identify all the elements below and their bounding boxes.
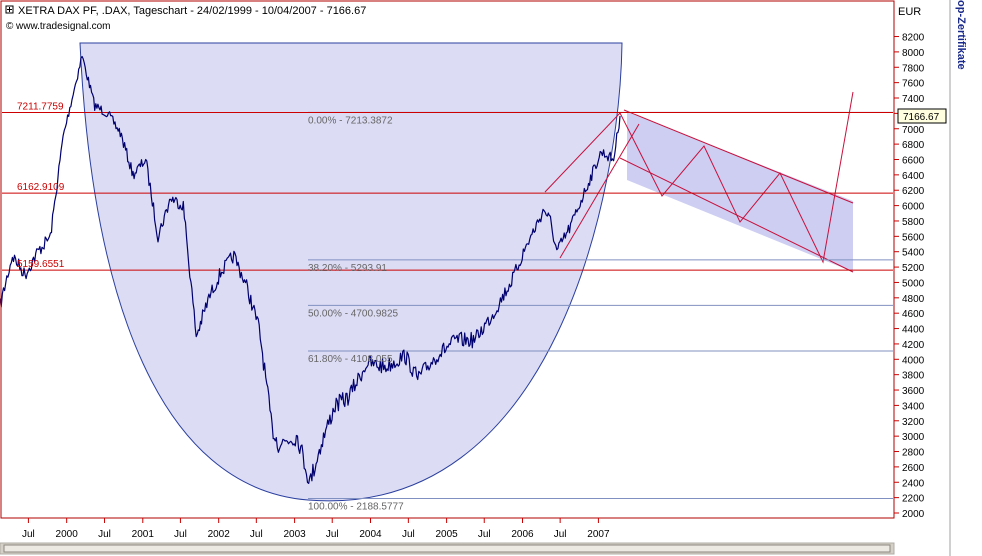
zigzag-projection xyxy=(619,91,854,264)
x-tick-label: Jul xyxy=(98,529,111,540)
price-level-label: 6162.9109 xyxy=(17,182,65,193)
y-tick-label: 5600 xyxy=(902,232,925,243)
y-tick-label: 2000 xyxy=(902,509,925,520)
y-axis: 2000 2200 2400 2600 2800 3000 3200 3400 3600 3800… xyxy=(894,33,925,520)
y-tick-label: 6000 xyxy=(902,202,925,213)
y-tick-label: 7000 xyxy=(902,125,925,136)
chart-header: XETRA DAX PF, .DAX, Tageschart - 24/02/1… xyxy=(5,5,366,32)
x-tick-label: Jul xyxy=(402,529,415,540)
x-tick-label: 2000 xyxy=(56,529,79,540)
scrollbar[interactable] xyxy=(0,542,895,555)
y-tick-label: 3400 xyxy=(902,401,925,412)
scrollbar-thumb[interactable] xyxy=(3,544,891,553)
x-tick-label: Jul xyxy=(174,529,187,540)
x-tick-label: Jul xyxy=(478,529,491,540)
x-axis: Jul 2000 Jul 2001 Jul 2002 Jul 2003 Jul 2004 Jul 20… xyxy=(22,518,610,540)
y-tick-label: 6400 xyxy=(902,171,925,182)
series-line xyxy=(0,55,621,484)
channel-upper-line xyxy=(623,109,854,204)
price-level-label: 7211.7759 xyxy=(17,101,64,112)
rising-channel-upper xyxy=(544,112,621,193)
x-tick-label: 2005 xyxy=(435,529,458,540)
y-tick-label: 2200 xyxy=(902,494,925,505)
window-square-icon[interactable] xyxy=(5,5,14,14)
y-tick-label: 8200 xyxy=(902,33,925,44)
x-tick-label: Jul xyxy=(250,529,263,540)
y-tick-label: 5800 xyxy=(902,217,925,228)
y-tick-label: 3800 xyxy=(902,371,925,382)
x-tick-label: Jul xyxy=(554,529,567,540)
x-tick-label: 2006 xyxy=(511,529,534,540)
copyright-icon: © xyxy=(6,21,14,32)
x-tick-label: 2001 xyxy=(132,529,155,540)
side-panel-label: op-Zertifikate xyxy=(955,0,967,70)
trend-channel xyxy=(544,91,854,273)
bowl-shape xyxy=(79,42,623,502)
channel-area xyxy=(627,112,853,272)
y-tick-label: 5400 xyxy=(902,248,925,259)
fib-level-label: 100.00% - 2188.5777 xyxy=(308,502,404,513)
y-tick-label: 5000 xyxy=(902,278,925,289)
y-tick-label: 4400 xyxy=(902,325,925,336)
y-tick-label: 8000 xyxy=(902,48,925,59)
last-price-value: 7166.67 xyxy=(903,112,940,123)
y-tick-label: 4600 xyxy=(902,309,925,320)
y-tick-label: 4000 xyxy=(902,355,925,366)
x-tick-label: Jul xyxy=(22,529,35,540)
x-tick-label: 2002 xyxy=(208,529,231,540)
x-tick-label: Jul xyxy=(326,529,339,540)
horizontal-lines xyxy=(2,111,893,500)
y-tick-label: 2800 xyxy=(902,448,925,459)
y-tick-label: 7600 xyxy=(902,79,925,90)
source-label: www.tradesignal.com xyxy=(15,21,110,32)
fib-level-label: 61.80% - 4108.055 xyxy=(308,354,393,365)
y-tick-label: 2400 xyxy=(902,478,925,489)
last-price-badge: 7166.67 xyxy=(897,108,947,124)
y-tick-label: 7800 xyxy=(902,63,925,74)
rising-channel-lower xyxy=(559,123,640,259)
y-tick-label: 7400 xyxy=(902,94,925,105)
y-tick-label: 3000 xyxy=(902,432,925,443)
y-tick-label: 6800 xyxy=(902,140,925,151)
price-series xyxy=(0,55,621,484)
line-labels: 0.00% - 7213.3872 38.20% - 5293.91 50.00% … xyxy=(17,101,404,512)
fib-level-label: 38.20% - 5293.91 xyxy=(308,263,387,274)
bowl-area xyxy=(79,42,623,502)
fib-level-label: 0.00% - 7213.3872 xyxy=(308,115,393,126)
x-tick-label: 2003 xyxy=(283,529,306,540)
x-tick-label: 2004 xyxy=(359,529,382,540)
fib-level-label: 50.00% - 4700.9825 xyxy=(308,308,399,319)
price-level-label: 5159.6551 xyxy=(17,259,65,270)
y-tick-label: 5200 xyxy=(902,263,925,274)
x-tick-label: 2007 xyxy=(587,529,610,540)
chart-title: XETRA DAX PF, .DAX, Tageschart - 24/02/1… xyxy=(18,5,366,17)
y-tick-label: 4800 xyxy=(902,294,925,305)
y-axis-unit: EUR xyxy=(898,6,921,18)
y-tick-label: 6600 xyxy=(902,155,925,166)
y-tick-label: 3600 xyxy=(902,386,925,397)
y-tick-label: 4200 xyxy=(902,340,925,351)
y-tick-label: 3200 xyxy=(902,417,925,428)
y-tick-label: 6200 xyxy=(902,186,925,197)
y-tick-label: 2600 xyxy=(902,463,925,474)
